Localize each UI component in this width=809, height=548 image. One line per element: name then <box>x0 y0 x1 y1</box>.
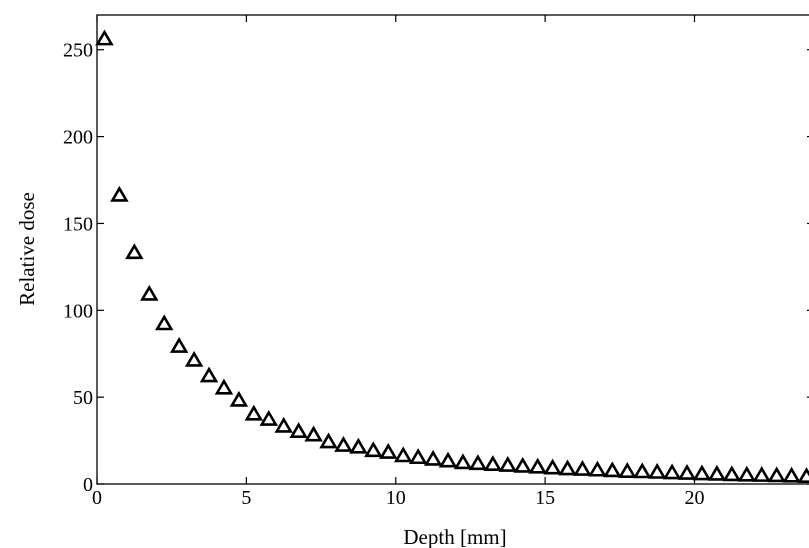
data-point-triangle <box>752 466 771 482</box>
y-axis-label: Relative dose <box>15 192 39 306</box>
data-point-triangle <box>737 465 757 482</box>
plot-frame <box>96 14 809 485</box>
data-point-triangle <box>408 448 428 465</box>
y-axis: 0 50 100 150 200 250 <box>63 40 809 496</box>
y-tick-label: 200 <box>63 127 93 149</box>
data-point-triangle <box>483 455 503 471</box>
x-tick-label: 20 <box>685 487 705 509</box>
data-point-triangle <box>797 467 809 483</box>
data-point-triangle <box>259 409 279 426</box>
data-point-triangle <box>498 455 518 472</box>
data-point-triangle <box>647 462 667 479</box>
data-point-triangle <box>214 378 234 395</box>
data-point-triangle <box>140 284 159 301</box>
data-point-triangle <box>767 466 786 483</box>
x-tick-label: 10 <box>386 487 406 509</box>
data-point-triangle <box>528 457 547 474</box>
data-point-triangle <box>632 462 652 479</box>
data-point-triangle <box>603 461 622 478</box>
y-tick-label: 0 <box>83 474 93 496</box>
data-point-triangle <box>379 442 398 459</box>
data-point-triangle <box>304 425 323 442</box>
y-tick-label: 150 <box>63 213 93 235</box>
data-point-triangle <box>244 404 264 421</box>
data-point-triangle <box>154 314 174 331</box>
data-point-triangle <box>364 441 383 458</box>
data-point-triangle <box>722 465 742 482</box>
data-point-triangle <box>125 243 144 260</box>
data-point-triangle <box>334 436 353 452</box>
x-tick-label: 5 <box>241 487 251 509</box>
data-point-triangle <box>677 463 697 480</box>
data-point-triangle <box>707 464 727 481</box>
data-point-triangle <box>349 437 368 454</box>
data-point-triangle <box>513 456 532 473</box>
data-point-triangle <box>438 451 458 468</box>
y-tick-label: 50 <box>73 387 93 409</box>
data-point-triangle <box>319 432 338 449</box>
data-point-triangle <box>289 422 308 438</box>
data-point-triangle <box>393 446 413 463</box>
y-tick-label: 250 <box>63 40 93 62</box>
data-point-triangle <box>543 458 562 475</box>
data-point-triangle <box>423 449 443 466</box>
data-point-triangle <box>558 459 577 476</box>
data-point-triangle <box>573 459 592 476</box>
data-point-triangle <box>782 466 801 483</box>
x-axis: 0 5 10 15 20 <box>92 15 705 509</box>
data-point-triangle <box>618 462 637 478</box>
data-point-triangle <box>453 453 473 470</box>
data-point-triangle <box>588 460 607 477</box>
data-markers <box>95 29 809 483</box>
x-tick-label: 0 <box>92 487 102 509</box>
data-point-triangle <box>110 185 129 202</box>
x-tick-label: 15 <box>535 487 555 509</box>
data-point-triangle <box>199 366 219 383</box>
data-point-triangle <box>229 390 249 407</box>
data-point-triangle <box>468 454 488 471</box>
data-point-triangle <box>184 350 204 367</box>
x-axis-label: Depth [mm] <box>403 525 506 548</box>
data-point-triangle <box>274 416 293 433</box>
y-tick-label: 100 <box>63 300 93 322</box>
data-point-triangle <box>95 29 114 46</box>
data-point-triangle <box>662 463 682 480</box>
data-point-triangle <box>169 336 189 353</box>
data-point-triangle <box>692 464 712 481</box>
